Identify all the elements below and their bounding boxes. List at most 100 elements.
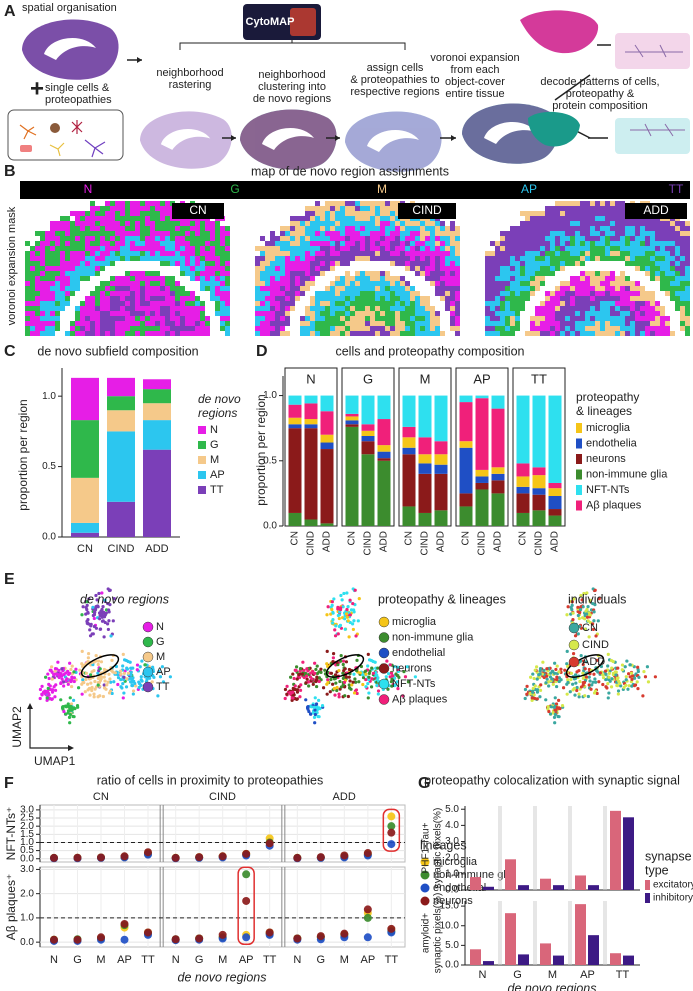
umap-dot — [597, 596, 601, 601]
umap-dot — [534, 665, 539, 669]
umap-dot — [402, 669, 406, 674]
umap-dot — [348, 598, 352, 602]
legend-swatch — [142, 651, 154, 663]
tissue-pixel — [80, 271, 85, 276]
umap-dot — [291, 690, 295, 694]
tissue-pixel — [315, 251, 320, 256]
tissue-pixel — [535, 246, 540, 251]
tissue-pixel — [670, 271, 675, 276]
bar-segment — [361, 441, 375, 455]
tissue-pixel — [530, 321, 535, 326]
tissue-pixel — [60, 256, 65, 261]
point — [144, 928, 152, 937]
tissue-pixel — [580, 261, 585, 266]
point — [293, 934, 302, 943]
tissue-pixel — [640, 256, 645, 261]
tissue-pixel — [435, 236, 440, 241]
umap-dot — [574, 681, 578, 685]
tissue-pixel — [525, 236, 530, 241]
tissue-pixel — [550, 266, 555, 271]
tissue-pixel — [180, 271, 185, 276]
tissue-pixel — [685, 301, 690, 306]
umap-dot — [72, 679, 76, 684]
tissue-pixel — [500, 251, 505, 256]
tissue-pixel — [560, 251, 565, 256]
umap-dot — [546, 680, 551, 684]
umap-dot — [297, 673, 301, 677]
tissue-pixel — [650, 301, 655, 306]
tissue-pixel — [565, 201, 570, 206]
tissue-pixel — [155, 241, 160, 246]
umap-dot — [371, 671, 376, 675]
panel-title: map of de novo region assignments — [251, 164, 449, 178]
tissue-pixel — [275, 261, 280, 266]
tissue-pixel — [30, 286, 35, 291]
tissue-pixel — [115, 321, 120, 326]
tissue-pixel — [505, 266, 510, 271]
umap-dot — [103, 598, 107, 602]
tissue-pixel — [420, 236, 425, 241]
tissue-pixel — [405, 246, 410, 251]
tissue-pixel — [350, 286, 355, 291]
tissue-pixel — [455, 316, 460, 321]
tissue-pixel — [350, 321, 355, 326]
tissue-pixel — [515, 291, 520, 296]
tissue-pixel — [570, 216, 575, 221]
umap-dot — [531, 690, 535, 694]
tissue-pixel — [285, 286, 290, 291]
tissue-pixel — [600, 216, 605, 221]
point — [316, 853, 325, 862]
tissue-pixel — [315, 266, 320, 271]
tissue-pixel — [390, 246, 395, 251]
umap-dot — [131, 676, 135, 680]
tissue-pixel — [385, 286, 390, 291]
tissue-pixel — [500, 306, 505, 311]
tissue-pixel — [105, 326, 110, 331]
tissue-pixel — [320, 221, 325, 226]
tissue-pixel — [120, 311, 125, 316]
umap-dot — [102, 635, 106, 639]
bar — [553, 955, 564, 965]
tissue-pixel — [175, 316, 180, 321]
tissue-pixel — [305, 261, 310, 266]
tissue-pixel — [325, 216, 330, 221]
tissue-pixel — [290, 296, 295, 301]
tissue-pixel — [550, 326, 555, 331]
tissue-pixel — [330, 291, 335, 296]
tissue-pixel — [390, 291, 395, 296]
tissue-pixel — [135, 216, 140, 221]
tissue-pixel — [280, 301, 285, 306]
tissue-pixel — [170, 281, 175, 286]
tissue-pixel — [370, 276, 375, 281]
tissue-pixel — [330, 241, 335, 246]
tissue-pixel — [65, 291, 70, 296]
umap-dot — [366, 682, 370, 686]
y-tick-label: 1.0 — [263, 390, 277, 401]
tissue-pixel — [175, 296, 180, 301]
umap-dot — [315, 675, 319, 679]
bar-segment — [434, 395, 448, 442]
tissue-pixel — [335, 261, 340, 266]
legend-label: AP — [521, 182, 537, 196]
umap-dot — [86, 659, 90, 664]
bar-segment — [377, 445, 391, 452]
bar-segment — [320, 395, 334, 412]
tissue-pixel — [500, 331, 505, 336]
umap-dot — [570, 600, 574, 604]
tissue-pixel — [170, 231, 175, 236]
tissue-pixel — [310, 216, 315, 221]
tissue-pixel — [385, 201, 390, 206]
tissue-pixel — [530, 291, 535, 296]
tissue-pixel — [370, 331, 375, 336]
x-tick-label: G — [195, 954, 204, 966]
tissue-pixel — [430, 261, 435, 266]
umap-dot — [542, 668, 546, 673]
tissue-pixel — [540, 311, 545, 316]
legend-label: TT — [156, 681, 170, 693]
tissue-pixel — [610, 226, 615, 231]
tissue-pixel — [270, 326, 275, 331]
tissue-pixel — [180, 266, 185, 271]
tissue-pixel — [355, 276, 360, 281]
tissue-pixel — [450, 246, 455, 251]
tissue-pixel — [340, 281, 345, 286]
